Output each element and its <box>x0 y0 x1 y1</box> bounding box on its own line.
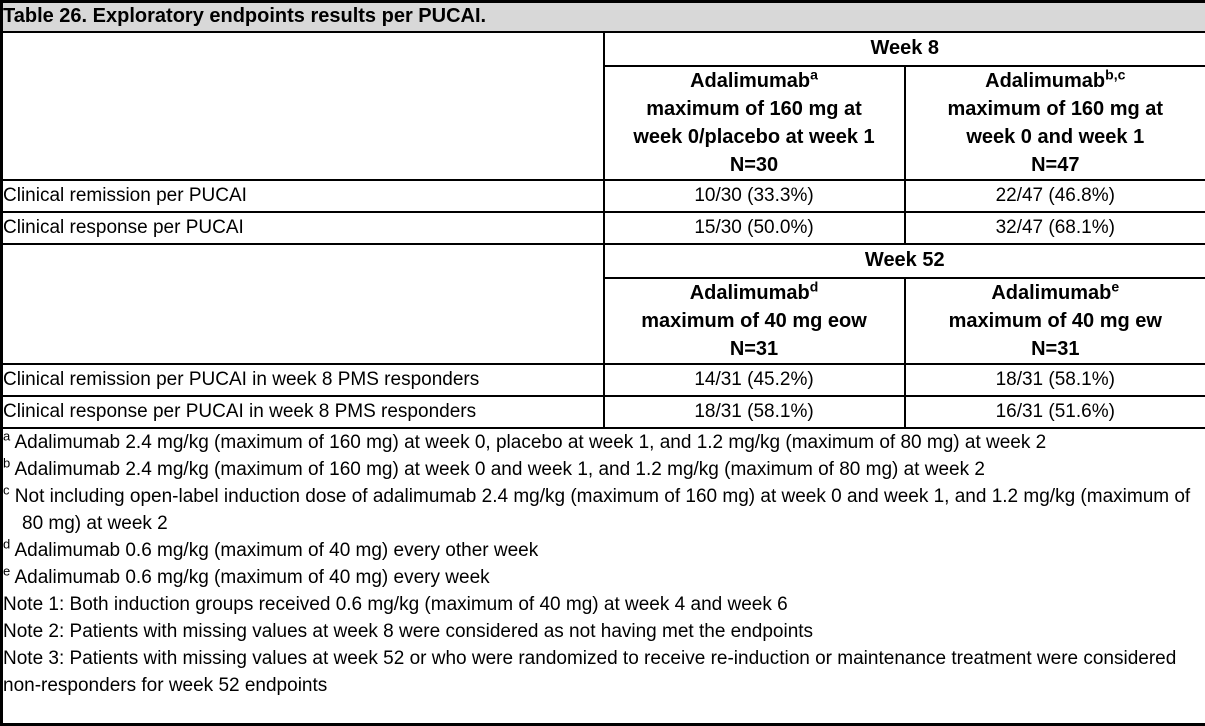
result-value: 22/47 (46.8%) <box>903 178 1205 213</box>
note-2: Note 2: Patients with missing values at … <box>3 620 814 642</box>
footnote-d: d Adalimumab 0.6 mg/kg (maximum of 40 mg… <box>3 536 1205 564</box>
note-3: Note 3: Patients with missing values at … <box>3 647 1177 696</box>
result-value: 32/47 (68.1%) <box>903 210 1205 245</box>
week52-arm2-header: Adalimumabe maximum of 40 mg ew N=31 <box>903 276 1205 365</box>
drug-name: Adalimumab <box>991 281 1112 304</box>
arm-drug-line: Adalimumaba <box>606 65 903 95</box>
endpoint-label: Clinical response per PUCAI <box>0 210 605 245</box>
footnote-a: a Adalimumab 2.4 mg/kg (maximum of 160 m… <box>3 428 1205 456</box>
note-1: Note 1: Both induction groups received 0… <box>3 593 788 615</box>
week52-arm1-header: Adalimumabd maximum of 40 mg eow N=31 <box>602 276 906 365</box>
footnote-marker: b,c <box>1105 65 1126 82</box>
result-value: 14/31 (45.2%) <box>602 362 906 397</box>
footnote-b: b Adalimumab 2.4 mg/kg (maximum of 160 m… <box>3 455 1205 483</box>
footnote-marker: a <box>3 428 11 444</box>
table-row: Clinical remission per PUCAI in week 8 P… <box>0 362 1205 397</box>
footnote-marker: e <box>1111 277 1120 294</box>
arm-drug-line: Adalimumabe <box>907 277 1205 307</box>
footnote-e: e Adalimumab 0.6 mg/kg (maximum of 40 mg… <box>3 563 1205 591</box>
footnote-text: Adalimumab 0.6 mg/kg (maximum of 40 mg) … <box>14 566 490 588</box>
result-value: 18/31 (58.1%) <box>602 394 906 429</box>
arm-n-line: N=30 <box>729 153 779 176</box>
table-row: Clinical remission per PUCAI 10/30 (33.3… <box>0 178 1205 213</box>
footnote-text: Adalimumab 2.4 mg/kg (maximum of 160 mg)… <box>14 431 1047 453</box>
table-row: Week 8 <box>0 30 1205 181</box>
table-row: Table 26. Exploratory endpoints results … <box>0 0 1205 33</box>
arm-n-line: N=47 <box>1031 153 1080 176</box>
arm-schedule-line: week 0 and week 1 <box>966 125 1145 148</box>
endpoint-label: Clinical remission per PUCAI in week 8 P… <box>0 362 605 397</box>
footnote-marker: a <box>810 65 818 82</box>
footnote-marker: b <box>3 455 11 471</box>
table-title: Table 26. Exploratory endpoints results … <box>0 0 1205 33</box>
arm-dose-line: maximum of 40 mg eow <box>641 309 867 332</box>
empty-header-cell <box>0 30 605 181</box>
empty-header-cell <box>0 242 605 365</box>
table-row: Week 52 <box>0 242 1205 365</box>
arm-n-line: N=31 <box>1031 337 1080 360</box>
footnote-marker: c <box>3 482 10 498</box>
result-value: 15/30 (50.0%) <box>602 210 906 245</box>
week8-arm1-header: Adalimumaba maximum of 160 mg at week 0/… <box>602 64 906 181</box>
footnote-marker: e <box>3 563 11 579</box>
footnote-text: Adalimumab 2.4 mg/kg (maximum of 160 mg)… <box>14 458 985 480</box>
endpoint-label: Clinical remission per PUCAI <box>0 178 605 213</box>
result-value: 18/31 (58.1%) <box>903 362 1205 397</box>
footnote-text: Adalimumab 0.6 mg/kg (maximum of 40 mg) … <box>14 539 539 561</box>
table-row: Clinical response per PUCAI 15/30 (50.0%… <box>0 210 1205 245</box>
footnote-marker: d <box>3 536 11 552</box>
arm-dose-line: maximum of 160 mg at <box>646 97 862 120</box>
drug-name: Adalimumab <box>690 69 811 92</box>
week52-period-header: Week 52 <box>602 242 1205 279</box>
table-row: Adalimumaba maximum of 160 mg at week 0/… <box>2 64 1205 181</box>
arm-dose-line: maximum of 40 mg ew <box>948 309 1162 332</box>
week8-period-header: Week 8 <box>602 30 1205 67</box>
footnotes-section: a Adalimumab 2.4 mg/kg (maximum of 160 m… <box>0 426 1205 726</box>
arm-schedule-line: week 0/placebo at week 1 <box>633 125 875 148</box>
week8-arm2-header: Adalimumabb,c maximum of 160 mg at week … <box>903 64 1205 181</box>
arm-dose-line: maximum of 160 mg at <box>947 97 1164 120</box>
table-row: Adalimumabd maximum of 40 mg eow N=31 Ad… <box>2 276 1205 365</box>
result-value: 10/30 (33.3%) <box>602 178 906 213</box>
arm-drug-line: Adalimumabd <box>606 277 903 307</box>
result-value: 16/31 (51.6%) <box>903 394 1205 429</box>
drug-name: Adalimumab <box>985 69 1106 92</box>
table-row: a Adalimumab 2.4 mg/kg (maximum of 160 m… <box>0 426 1205 726</box>
table-row: Clinical response per PUCAI in week 8 PM… <box>0 394 1205 429</box>
arm-n-line: N=31 <box>729 337 779 360</box>
endpoint-label: Clinical response per PUCAI in week 8 PM… <box>0 394 605 429</box>
arm-drug-line: Adalimumabb,c <box>907 65 1205 95</box>
footnote-text: Not including open-label induction dose … <box>14 485 1191 534</box>
footnote-c: c Not including open-label induction dos… <box>3 482 1205 537</box>
drug-name: Adalimumab <box>689 281 810 304</box>
footnote-marker: d <box>809 277 819 294</box>
